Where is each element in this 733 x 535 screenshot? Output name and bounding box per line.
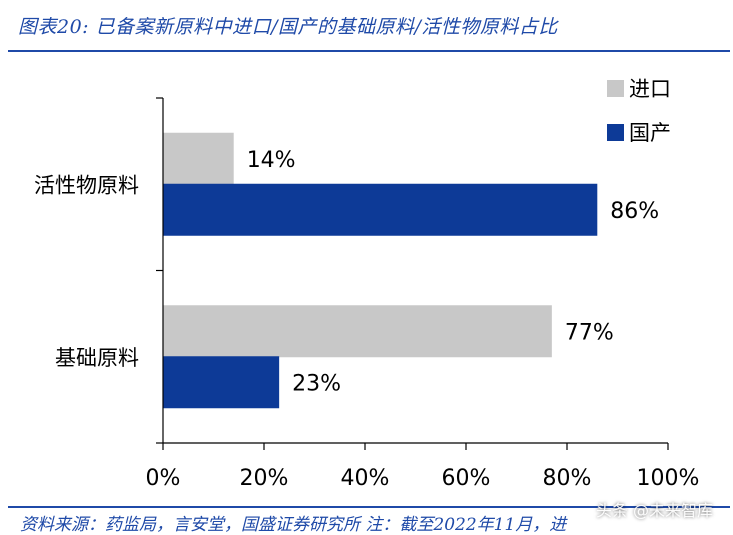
legend-label-import: 进口 [629,77,671,101]
watermark: 头条 @未来智库 [595,501,713,520]
x-tick-label-2: 40% [341,466,390,491]
legend-label-domestic: 国产 [629,121,671,145]
figure-title: 图表20: 已备案新原料中进口/国产的基础原料/活性物原料占比 [18,16,558,38]
title-divider [8,50,730,52]
legend-swatch-domestic [607,124,624,141]
data-label-import-1: 77% [565,320,614,345]
x-tick-label-1: 20% [240,466,289,491]
data-label-import-0: 14% [247,148,296,173]
data-label-domestic-1: 23% [292,371,341,396]
x-tick-label-0: 0% [146,466,181,491]
source-note: 资料来源：药监局，言安堂，国盛证券研究所 注：截至2022年11月，进 [20,515,567,535]
bar-import-1 [163,305,552,358]
category-label-1: 基础原料 [55,346,139,370]
legend-swatch-import [607,80,624,97]
bar-domestic-0 [163,183,598,236]
x-tick-label-3: 60% [442,466,491,491]
x-tick-label-4: 80% [543,466,592,491]
source-divider [8,506,730,508]
x-tick-label-5: 100% [637,466,700,491]
bar-import-0 [163,132,234,185]
data-label-domestic-0: 86% [610,199,659,224]
category-label-0: 活性物原料 [34,173,139,197]
bar-domestic-1 [163,356,280,409]
